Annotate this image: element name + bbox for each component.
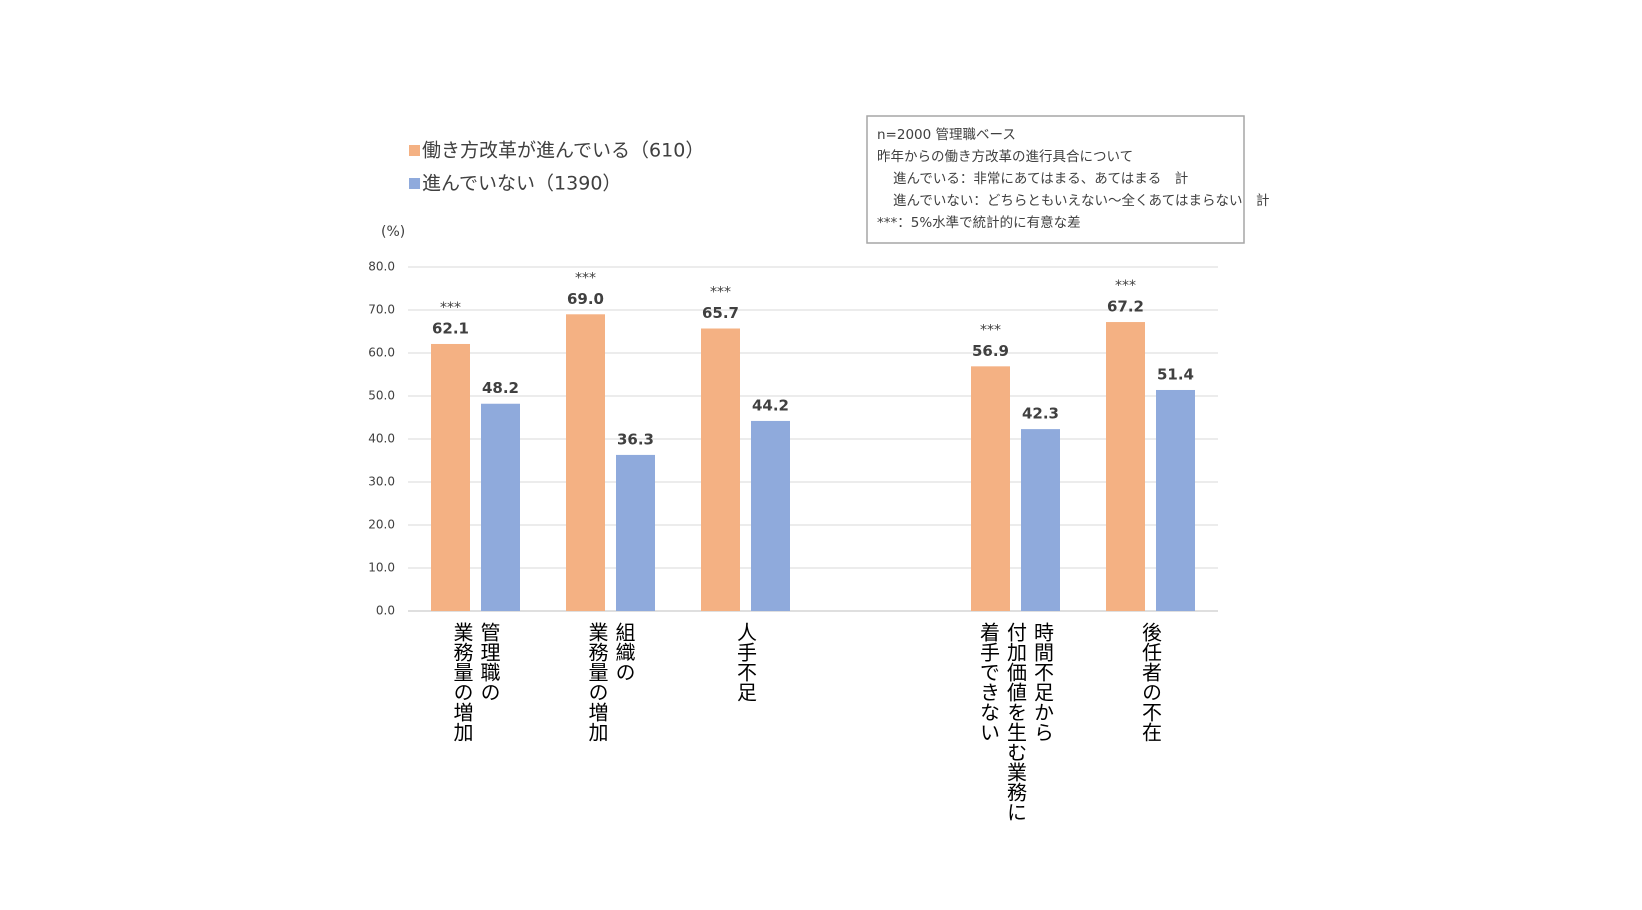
y-tick-label: 10.0	[368, 561, 395, 575]
x-tick-label: 管理職の	[477, 622, 501, 702]
value-label: 56.9	[972, 342, 1009, 360]
note-box	[866, 115, 1245, 244]
y-tick-label: 50.0	[368, 389, 395, 403]
significance-mark: ***	[980, 322, 1001, 338]
bar	[616, 454, 655, 611]
legend-label: 進んでいない（1390）	[422, 173, 621, 195]
bar	[1156, 389, 1195, 611]
bar	[971, 366, 1010, 611]
x-tick-label: 着手できない	[977, 622, 1001, 742]
y-tick-label: 30.0	[368, 475, 395, 489]
y-axis-label: (%)	[381, 224, 405, 240]
value-label: 36.3	[617, 430, 654, 448]
significance-mark: ***	[440, 300, 461, 316]
bar	[1021, 429, 1060, 611]
value-label: 42.3	[1022, 405, 1059, 423]
x-tick-label: 組織の	[612, 622, 636, 682]
x-tick-label: 後任者の不在	[1139, 622, 1163, 742]
bar	[481, 403, 520, 611]
y-tick-label: 80.0	[368, 260, 395, 274]
y-tick-label: 70.0	[368, 303, 395, 317]
value-label: 51.4	[1157, 365, 1194, 383]
x-tick-label: 付加価値を生む業務に	[1004, 622, 1028, 822]
x-tick-label: 業務量の増加	[585, 622, 609, 742]
x-tick-label: 業務量の増加	[450, 622, 474, 742]
y-tick-label: 0.0	[376, 604, 395, 618]
bar	[701, 328, 740, 611]
note-line: n=2000 管理職ベース	[877, 127, 1016, 143]
value-label: 65.7	[702, 304, 739, 322]
bar	[566, 314, 605, 611]
bar	[1106, 322, 1145, 611]
legend-swatch	[409, 178, 420, 189]
x-tick-label: 人手不足	[734, 622, 758, 702]
value-label: 44.2	[752, 396, 789, 414]
note-line: ***：5%水準で統計的に有意な差	[877, 214, 1081, 231]
y-tick-label: 60.0	[368, 346, 395, 360]
note-line: 進んでいる：非常にあてはまる、あてはまる 計	[893, 171, 1188, 187]
significance-mark: ***	[1115, 278, 1136, 294]
legend-swatch	[409, 145, 420, 156]
x-tick-label: 時間不足から	[1031, 622, 1055, 742]
value-label: 48.2	[482, 379, 519, 397]
significance-mark: ***	[710, 284, 731, 300]
note-line: 昨年からの働き方改革の進行具合について	[877, 149, 1133, 165]
bar	[751, 420, 790, 611]
y-tick-label: 40.0	[368, 432, 395, 446]
significance-mark: ***	[575, 270, 596, 286]
y-tick-label: 20.0	[368, 518, 395, 532]
legend-label: 働き方改革が進んでいる（610）	[422, 140, 704, 162]
value-label: 62.1	[432, 319, 469, 337]
note-line: 進んでいない：どちらともいえない～全くあてはまらない 計	[893, 192, 1270, 209]
value-label: 67.2	[1107, 298, 1144, 316]
bar	[431, 343, 470, 611]
value-label: 69.0	[567, 290, 604, 308]
